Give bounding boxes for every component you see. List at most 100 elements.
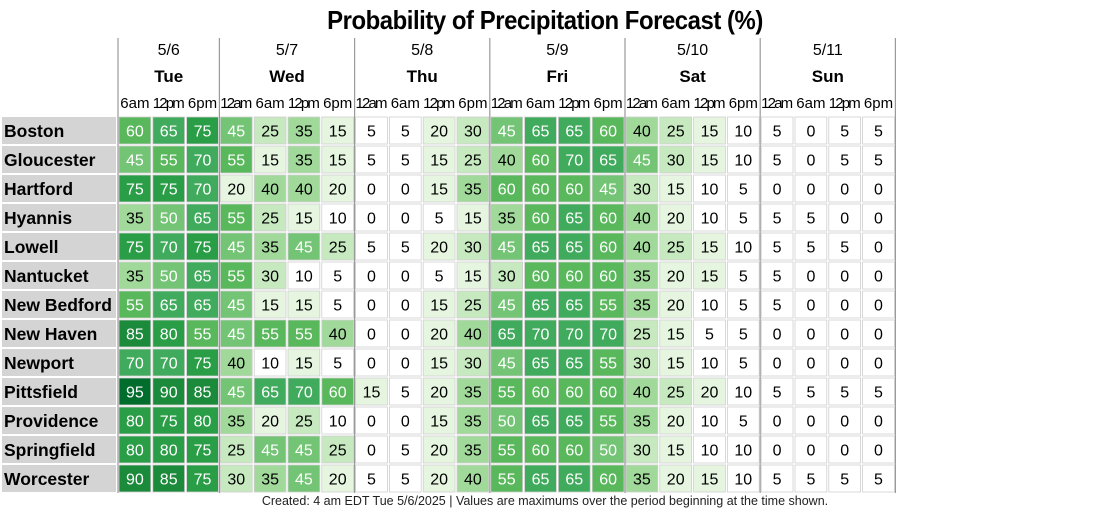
value-label: 10 (734, 153, 752, 170)
value-label: 65 (532, 472, 550, 489)
value-label: 45 (633, 153, 651, 170)
value-label: 65 (532, 414, 550, 431)
value-cell (828, 435, 861, 464)
value-label: 0 (367, 327, 376, 344)
value-label: 60 (565, 443, 583, 460)
value-label: 65 (160, 124, 178, 141)
day-date-label: 5/10 (677, 42, 708, 59)
value-cell (219, 319, 253, 348)
value-cell (287, 348, 321, 377)
value-label: 65 (194, 211, 212, 228)
value-cell (186, 174, 219, 203)
value-label: 15 (701, 124, 719, 141)
value-label: 5 (806, 472, 815, 489)
value-cell (253, 174, 287, 203)
value-label: 85 (194, 385, 212, 402)
value-cell (524, 203, 557, 232)
value-cell (862, 116, 895, 145)
value-cell (794, 290, 828, 319)
value-cell (659, 290, 692, 319)
value-cell (456, 203, 490, 232)
value-cell (287, 290, 321, 319)
value-label: 60 (565, 269, 583, 286)
value-label: 40 (227, 356, 245, 373)
value-label: 15 (464, 211, 482, 228)
value-cell (422, 406, 456, 435)
value-label: 55 (295, 327, 313, 344)
value-label: 40 (498, 153, 516, 170)
value-label: 0 (806, 182, 815, 199)
value-label: 0 (401, 298, 410, 315)
value-label: 85 (160, 472, 178, 489)
value-cell (625, 203, 659, 232)
value-label: 35 (295, 153, 313, 170)
value-cell (355, 435, 388, 464)
value-label: 60 (532, 153, 550, 170)
value-cell (727, 203, 760, 232)
value-label: 65 (498, 327, 516, 344)
value-cell (152, 232, 186, 261)
value-cell (558, 464, 591, 493)
value-cell (287, 319, 321, 348)
value-label: 35 (126, 211, 144, 228)
value-label: 0 (367, 211, 376, 228)
value-label: 15 (261, 298, 279, 315)
city-label-background (2, 436, 116, 463)
value-label: 45 (295, 443, 313, 460)
value-cell (727, 290, 760, 319)
value-label: 0 (840, 356, 849, 373)
value-label: 65 (261, 385, 279, 402)
value-label: 5 (739, 211, 748, 228)
value-cell (219, 435, 253, 464)
value-cell (625, 377, 659, 406)
value-label: 50 (160, 269, 178, 286)
day-name-label: Tue (154, 67, 183, 86)
value-cell (794, 261, 828, 290)
day-name-label: Sun (812, 67, 844, 86)
value-cell (727, 406, 760, 435)
value-cell (828, 174, 861, 203)
value-label: 35 (464, 443, 482, 460)
value-cell (456, 174, 490, 203)
value-cell (355, 464, 388, 493)
value-cell (659, 145, 692, 174)
value-label: 40 (633, 240, 651, 257)
time-label: 12am (491, 95, 523, 112)
value-cell (490, 174, 523, 203)
value-cell (152, 406, 186, 435)
value-label: 55 (227, 153, 245, 170)
value-label: 55 (194, 327, 212, 344)
value-label: 50 (160, 211, 178, 228)
value-label: 10 (701, 414, 719, 431)
value-label: 5 (806, 385, 815, 402)
value-cell (625, 348, 659, 377)
value-cell (219, 348, 253, 377)
value-cell (118, 203, 152, 232)
time-label: 12pm (288, 95, 320, 112)
value-cell (388, 435, 422, 464)
time-label: 12pm (829, 95, 861, 112)
value-cell (219, 232, 253, 261)
value-cell (321, 464, 354, 493)
value-label: 0 (773, 182, 782, 199)
value-cell (456, 145, 490, 174)
value-label: 0 (367, 298, 376, 315)
value-label: 45 (295, 240, 313, 257)
value-cell (388, 406, 422, 435)
value-label: 20 (430, 472, 448, 489)
value-label: 15 (464, 269, 482, 286)
time-label: 12am (356, 95, 388, 112)
value-label: 35 (295, 124, 313, 141)
value-cell (152, 319, 186, 348)
value-cell (118, 348, 152, 377)
value-cell (152, 348, 186, 377)
value-label: 5 (840, 472, 849, 489)
value-cell (253, 290, 287, 319)
value-label: 10 (701, 182, 719, 199)
value-label: 0 (773, 356, 782, 373)
value-label: 0 (874, 211, 883, 228)
value-cell (760, 174, 794, 203)
value-label: 10 (329, 211, 347, 228)
time-label: 12am (626, 95, 658, 112)
value-cell (760, 406, 794, 435)
